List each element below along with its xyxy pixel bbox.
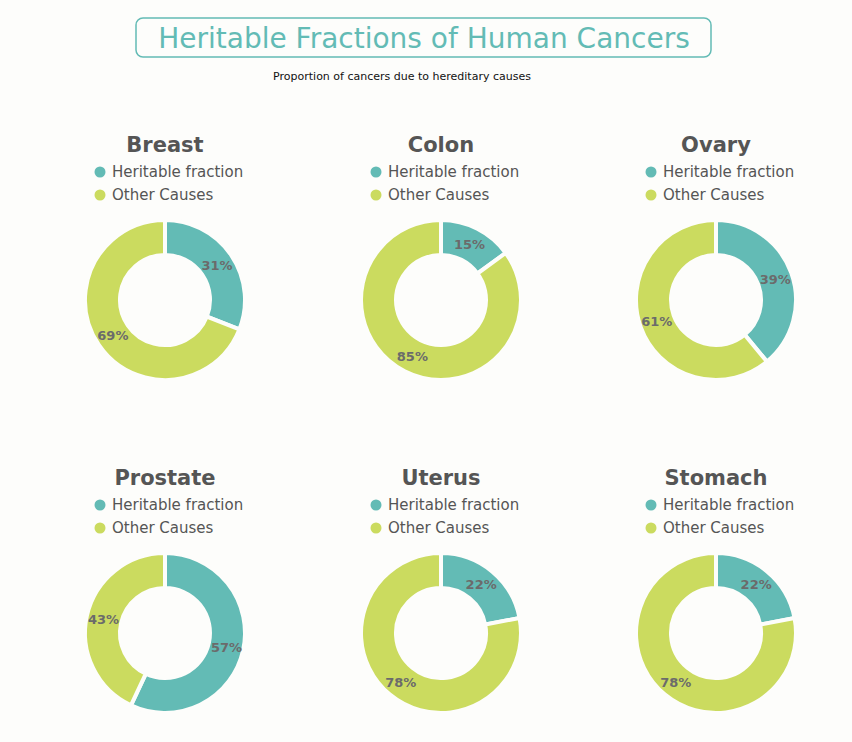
chart-0: Breast Heritable fraction Other Causes 31% 6… <box>85 133 245 380</box>
slices <box>85 553 245 713</box>
data-labels: 22% 78% <box>660 577 771 689</box>
legend-marker <box>371 523 382 534</box>
legend-label: Other Causes <box>112 186 214 204</box>
chart-3: Prostate Heritable fraction Other Causes 57… <box>85 466 245 713</box>
data-label: 57% <box>211 640 242 655</box>
slice <box>361 553 521 713</box>
chart-svg: Heritable Fractions of Human Cancers Prop… <box>0 0 852 742</box>
slice <box>716 220 796 362</box>
data-labels: 15% 85% <box>397 237 485 364</box>
legend-marker <box>95 500 106 511</box>
data-label: 31% <box>202 258 233 273</box>
chart-title: Prostate <box>114 466 215 490</box>
data-label: 61% <box>641 314 672 329</box>
chart-title: Uterus <box>401 466 480 490</box>
slices <box>361 553 521 713</box>
legend-label: Heritable fraction <box>388 496 519 514</box>
chart-root: Heritable Fractions of Human Cancers Prop… <box>0 0 852 742</box>
legend-marker <box>95 523 106 534</box>
slice <box>361 220 521 380</box>
slice <box>85 220 239 380</box>
slice <box>636 220 767 380</box>
chart-2: Ovary Heritable fraction Other Causes 39% 61… <box>636 133 796 380</box>
legend-marker <box>95 190 106 201</box>
legend-label: Heritable fraction <box>112 163 243 181</box>
slice <box>85 553 165 705</box>
data-labels: 57% 43% <box>88 612 242 654</box>
data-label: 39% <box>760 272 791 287</box>
data-label: 22% <box>466 577 497 592</box>
legend-label: Other Causes <box>663 186 765 204</box>
data-label: 22% <box>741 577 772 592</box>
slices <box>361 220 521 380</box>
chart-title: Breast <box>126 133 203 157</box>
chart-1: Colon Heritable fraction Other Causes 15% 85… <box>361 133 521 380</box>
legend-marker <box>371 190 382 201</box>
legend-marker <box>646 190 657 201</box>
legend-label: Heritable fraction <box>388 163 519 181</box>
data-label: 15% <box>454 237 485 252</box>
legend-label: Other Causes <box>388 519 490 537</box>
subtitle: Proportion of cancers due to hereditary … <box>273 70 531 83</box>
slice <box>716 553 795 625</box>
slices <box>636 553 796 713</box>
title: Heritable Fractions of Human Cancers <box>158 22 690 55</box>
chart-title: Colon <box>408 133 474 157</box>
slices <box>85 220 245 380</box>
legend-label: Heritable fraction <box>112 496 243 514</box>
legend-label: Other Causes <box>112 519 214 537</box>
legend-marker <box>646 500 657 511</box>
title-box <box>136 18 711 57</box>
legend-label: Other Causes <box>388 186 490 204</box>
data-labels: 22% 78% <box>385 577 496 689</box>
chart-4: Uterus Heritable fraction Other Causes 22% 7… <box>361 466 521 713</box>
data-label: 78% <box>385 675 416 690</box>
chart-title: Ovary <box>681 133 751 157</box>
data-labels: 39% 61% <box>641 272 791 330</box>
data-label: 69% <box>97 328 128 343</box>
legend-marker <box>371 500 382 511</box>
data-label: 78% <box>660 675 691 690</box>
legend-label: Heritable fraction <box>663 496 794 514</box>
data-labels: 31% 69% <box>97 258 232 344</box>
chart-5: Stomach Heritable fraction Other Causes 22%… <box>636 466 796 713</box>
data-label: 43% <box>88 612 119 627</box>
slice <box>165 220 245 329</box>
legend-marker <box>646 523 657 534</box>
legend-label: Heritable fraction <box>663 163 794 181</box>
slice <box>636 553 796 713</box>
legend-marker <box>646 167 657 178</box>
data-label: 85% <box>397 349 428 364</box>
legend-marker <box>371 167 382 178</box>
chart-title: Stomach <box>664 466 767 490</box>
legend-label: Other Causes <box>663 519 765 537</box>
slices <box>636 220 796 380</box>
slice <box>441 553 520 625</box>
legend-marker <box>95 167 106 178</box>
